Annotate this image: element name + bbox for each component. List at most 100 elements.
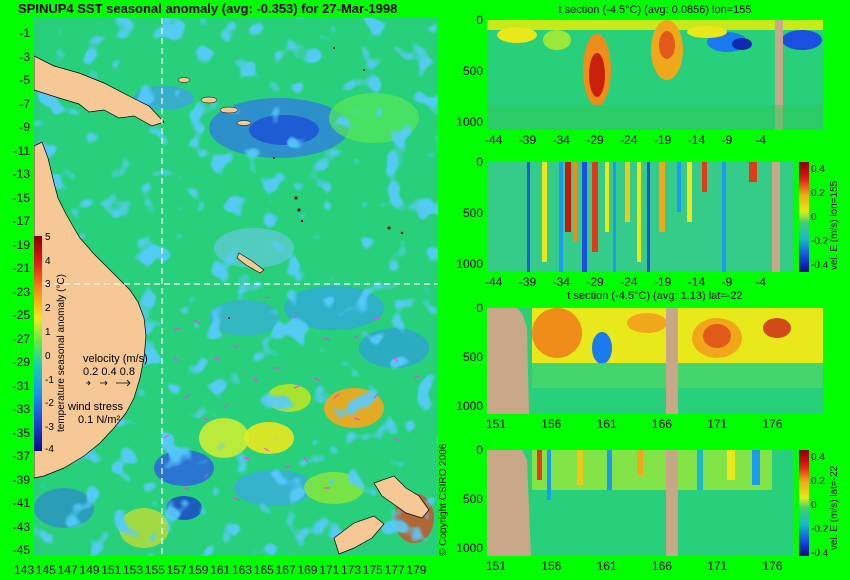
map-lon-tick: 153 (123, 563, 144, 577)
map-lat-tick: -3 (19, 49, 30, 64)
panel-1-x-tick: -24 (620, 133, 638, 147)
panel-2-x-tick: -4 (755, 275, 767, 289)
panel-4-x-tick: 151 (486, 559, 507, 573)
velocity-arrows (163, 296, 420, 501)
colorbar-tick: 4 (45, 256, 51, 267)
map-lon-tick: 143 (14, 563, 35, 577)
panel-1-y-tick: 0 (476, 13, 483, 27)
map-lat-tick: -33 (12, 402, 30, 416)
map-title: SPINUP4 SST seasonal anomaly (avg: -0.35… (18, 1, 398, 16)
panel-3-x-tick: 151 (486, 417, 507, 431)
map-lon-tick: 163 (232, 563, 253, 577)
panel-4-colorbar-tick: 0.4 (811, 452, 825, 463)
map-lon-tick: 167 (275, 563, 296, 577)
panel-1-x-tick: -19 (654, 133, 672, 147)
map-lon-tick: 171 (319, 563, 340, 577)
colorbar-tick: 5 (45, 232, 51, 243)
colorbar-tick: 2 (45, 303, 51, 314)
land-new-caledonia (236, 252, 265, 274)
panel-1-x-tick: -29 (586, 133, 604, 147)
map-lat-tick: -21 (12, 261, 30, 275)
panel-2-colorbar-tick: -0.2 (811, 236, 829, 247)
map-lon-tick: 169 (297, 563, 318, 577)
panel-4-x-tick: 166 (651, 559, 672, 573)
map-lat-tick: -41 (12, 496, 30, 510)
panel-2-x-tick: -34 (552, 275, 570, 289)
map-lat-tick: -11 (13, 143, 30, 158)
map-lon-tick: 151 (101, 563, 122, 577)
land-solomon-islands (177, 77, 252, 126)
panel-1-x-tick: -14 (687, 133, 706, 147)
map-lat-tick: -31 (12, 378, 30, 393)
panel-1-x-tick: -44 (485, 133, 503, 147)
map-lat-tick: -35 (12, 425, 30, 440)
map-lat-tick: -1 (19, 26, 30, 40)
map-colorbar (34, 236, 42, 451)
panel-1-y-tick: 1000 (456, 115, 483, 129)
panel-3-y-tick: 1000 (456, 399, 483, 413)
panel-2-y-tick: 1000 (456, 257, 483, 271)
colorbar-tick: -2 (45, 398, 54, 409)
panel-3-x-tick: 171 (707, 417, 728, 431)
panel-2-y-tick: 500 (462, 206, 483, 220)
colorbar-tick: 3 (45, 279, 51, 290)
panel-2-x-tick: -44 (485, 275, 503, 289)
colorbar-label: temperature seasonal anomaly (°C) (56, 274, 67, 432)
map-lon-tick: 159 (188, 563, 209, 577)
map-lon-tick: 175 (362, 563, 383, 577)
map-lat-tick: -43 (12, 519, 30, 534)
land-new-zealand (333, 475, 430, 555)
map-lat-tick: -23 (12, 284, 30, 299)
panel-3-y-tick: 0 (476, 301, 483, 315)
map-lat-tick: -45 (12, 543, 30, 557)
panel-3-y-tick: 500 (462, 350, 483, 364)
panel-2-x-tick: -19 (654, 275, 672, 289)
panel-1-x-tick: -4 (755, 133, 767, 147)
panel-4-heatmap (487, 450, 793, 556)
map-lat-tick: -39 (12, 472, 30, 487)
map-lon-tick: 155 (144, 563, 165, 577)
panel-2-x-tick: -29 (586, 275, 604, 289)
colorbar-tick: -1 (45, 375, 54, 386)
panel-2-side-label: vel. E (m/s) lon=155 (829, 180, 840, 270)
panel-2-x-tick: -39 (518, 275, 537, 289)
panel-3-x-tick: 166 (651, 417, 672, 431)
panel-2-x-tick: -9 (721, 275, 733, 289)
map-lon-tick: 179 (406, 563, 427, 577)
map-lon-tick: 147 (57, 563, 78, 577)
map-lon-tick: 165 (253, 563, 274, 577)
panel-4-side-label: vel. E (m/s) lat=-22 (829, 465, 840, 550)
map-lon-tick: 145 (35, 563, 56, 577)
colorbar-tick: 1 (45, 327, 51, 338)
panel-1-heatmap (487, 20, 823, 130)
panel-3-title: t section (-4.5°C) (avg: 1.13) lat=-22 (567, 290, 743, 302)
land-small-islands (228, 47, 404, 319)
map-lat-tick: -27 (12, 331, 30, 346)
panel-3-x-tick: 156 (541, 417, 562, 431)
panel-4-colorbar-tick: 0.2 (811, 476, 825, 487)
map-lat-tick: -29 (12, 355, 30, 369)
panel-4-colorbar-tick: -0.2 (811, 524, 829, 535)
panel-4-x-tick: 156 (541, 559, 562, 573)
map-lon-tick: 177 (384, 563, 405, 577)
map-lon-tick: 161 (210, 563, 231, 577)
map-lon-tick: 173 (341, 563, 362, 577)
panel-2-colorbar-tick: 0.4 (811, 164, 825, 175)
map-lat-tick: -13 (12, 167, 30, 181)
panel-1-x-tick: -9 (721, 133, 733, 147)
map-lat-tick: -9 (19, 120, 30, 134)
panel-1-x-tick: -39 (518, 133, 537, 147)
panel-3-x-tick: 176 (762, 417, 783, 431)
panel-4-colorbar-tick: 0 (811, 500, 817, 511)
panel-2-colorbar-tick: 0.2 (811, 188, 825, 199)
velocity-legend-label: velocity (m/s) (83, 353, 148, 365)
velocity-legend-scale: 0.2 0.4 0.8 (83, 366, 135, 378)
velocity-legend-arrows (86, 379, 131, 387)
map-lat-tick: -15 (12, 190, 30, 205)
wind-stress-label: wind stress (68, 401, 124, 413)
panel-3-heatmap (487, 308, 823, 414)
land-new-guinea (34, 55, 165, 127)
map-lat-tick: -25 (12, 308, 30, 322)
panel-2-colorbar-tick: 0 (811, 212, 817, 223)
panel-4-y-tick: 0 (476, 443, 483, 457)
